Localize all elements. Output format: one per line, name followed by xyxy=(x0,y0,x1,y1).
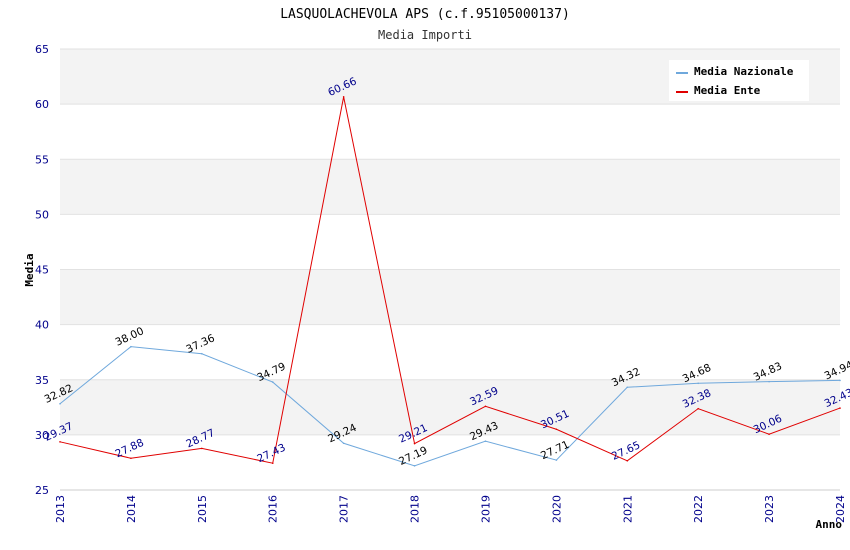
data-point xyxy=(484,440,487,442)
y-tick-label: 40 xyxy=(35,319,49,332)
y-axis-ticks: 25 30 35 40 45 50 55 60 65 xyxy=(35,43,49,497)
y-tick-label: 50 xyxy=(35,208,49,221)
data-point xyxy=(839,379,841,382)
plot-band xyxy=(60,379,840,435)
y-tick-label: 55 xyxy=(35,153,49,166)
y-tick-label: 25 xyxy=(35,484,49,497)
x-tick-label: 2019 xyxy=(479,495,492,523)
x-tick-label: 2020 xyxy=(550,495,563,523)
legend-label: Media Nazionale xyxy=(694,65,794,78)
plot-band xyxy=(60,269,840,325)
series-line xyxy=(59,96,841,464)
data-point xyxy=(484,405,487,408)
y-tick-label: 65 xyxy=(35,43,49,56)
data-point xyxy=(555,428,558,431)
plot-background-bands xyxy=(60,49,840,490)
data-point xyxy=(342,96,345,98)
plot-band xyxy=(60,214,840,270)
data-point xyxy=(626,386,629,389)
data-point xyxy=(130,345,132,348)
data-point xyxy=(697,407,699,410)
y-axis-label: Media xyxy=(23,253,36,286)
data-point xyxy=(342,442,345,445)
y-tick-label: 45 xyxy=(35,264,49,277)
chart-title: LASQUOLACHEVOLA APS (c.f.95105000137) xyxy=(280,7,570,22)
x-tick-label: 2017 xyxy=(338,495,351,523)
data-point xyxy=(413,442,416,445)
x-tick-label: 2013 xyxy=(54,495,67,523)
data-point xyxy=(768,433,770,436)
data-point xyxy=(201,352,203,355)
data-point xyxy=(413,465,416,467)
series-lines xyxy=(59,96,841,467)
chart-subtitle: Media Importi xyxy=(378,28,472,42)
x-tick-label: 2021 xyxy=(621,495,634,523)
data-point xyxy=(626,459,629,462)
series-line xyxy=(59,346,841,467)
legend-box xyxy=(669,60,809,101)
plot-band xyxy=(60,159,840,215)
x-tick-label: 2014 xyxy=(125,495,138,523)
x-tick-label: 2015 xyxy=(196,495,209,523)
x-tick-label: 2022 xyxy=(692,495,705,523)
plot-band xyxy=(60,104,840,160)
data-point xyxy=(201,447,203,450)
data-point xyxy=(697,382,699,385)
y-tick-label: 60 xyxy=(35,98,49,111)
data-point xyxy=(555,459,558,461)
x-tick-label: 2018 xyxy=(409,495,422,523)
legend-label: Media Ente xyxy=(694,84,761,97)
data-point xyxy=(130,457,132,460)
data-point xyxy=(768,380,770,383)
y-tick-label: 35 xyxy=(35,374,49,387)
x-tick-label: 2016 xyxy=(267,495,280,523)
data-point xyxy=(59,402,61,405)
plot-band xyxy=(60,434,840,490)
data-point xyxy=(839,407,841,409)
plot-band xyxy=(60,324,840,380)
data-point xyxy=(271,462,274,465)
x-tick-label: 2023 xyxy=(763,495,776,523)
x-axis-label: Anno xyxy=(816,518,843,531)
legend: Media Nazionale Media Ente xyxy=(669,60,809,101)
y-tick-label: 30 xyxy=(35,429,49,442)
x-tick-label: 2024 xyxy=(834,495,847,523)
data-point xyxy=(271,381,274,383)
x-axis-ticks: 2013 2014 2015 2016 2017 2018 2019 2020 2021 2022… xyxy=(54,495,847,523)
data-point xyxy=(59,441,61,443)
